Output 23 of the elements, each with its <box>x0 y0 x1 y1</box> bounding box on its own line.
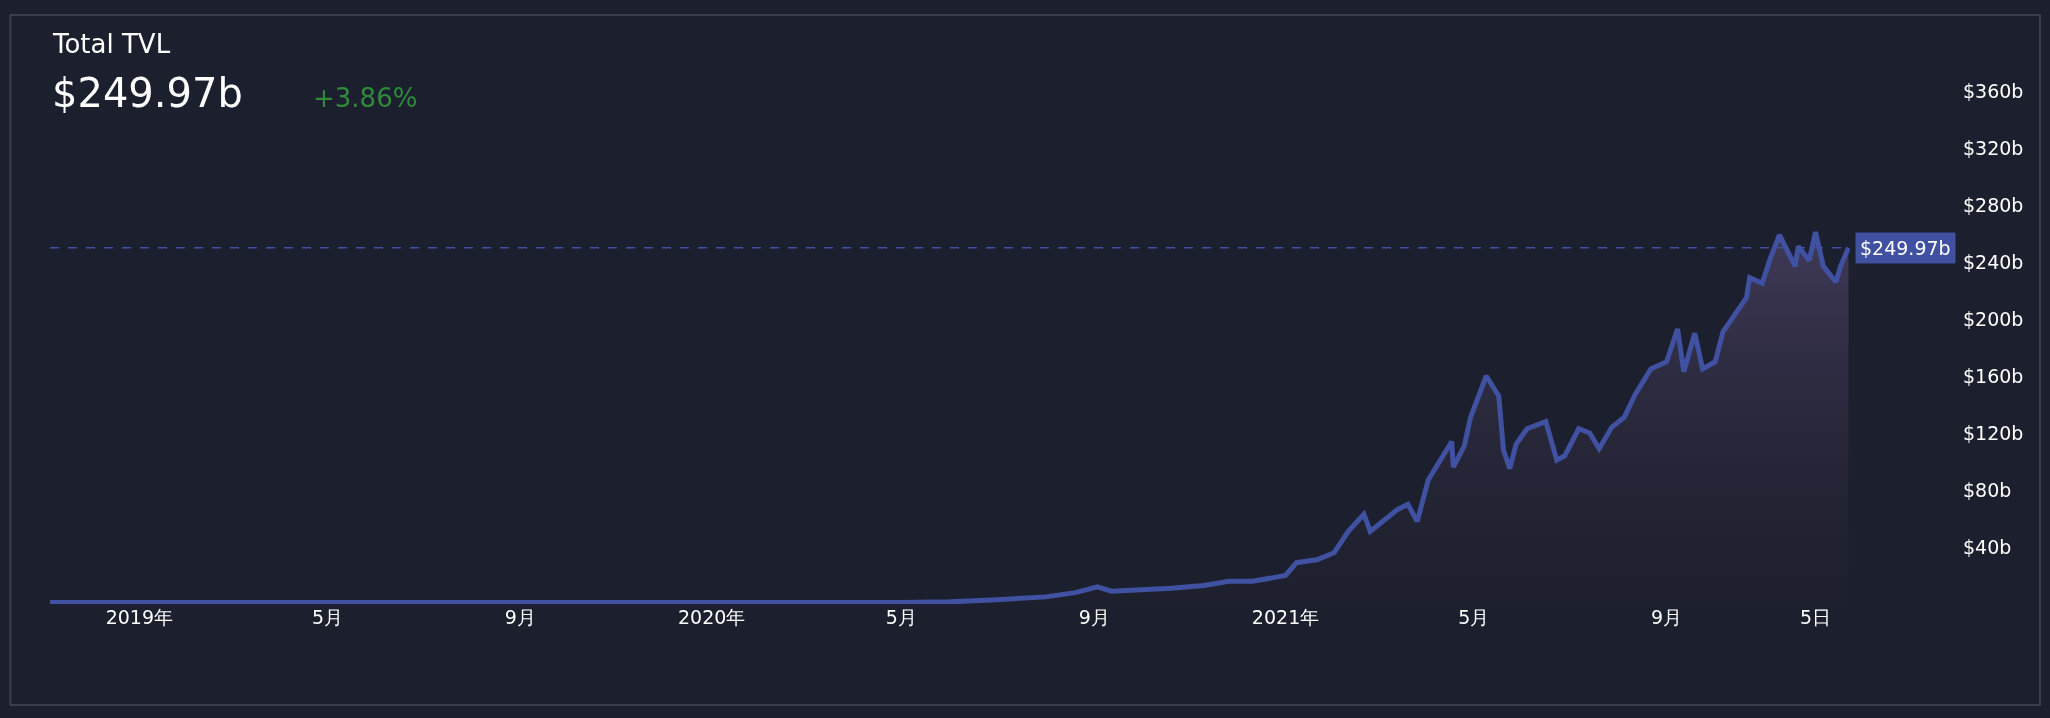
chart-subtitle: $249.97b <box>52 70 243 116</box>
y-tick-label: $240b <box>1963 250 2024 273</box>
chart-title: Total TVL <box>52 29 171 59</box>
x-tick-label: 2019年 <box>105 606 174 628</box>
y-tick-label: $160b <box>1963 364 2024 387</box>
y-tick-label: $80b <box>1963 478 2012 501</box>
y-tick-label: $200b <box>1963 307 2024 330</box>
x-tick-label: 5月 <box>311 606 344 628</box>
annotation: +3.86% <box>313 83 418 113</box>
x-tick-label: 5月 <box>1458 606 1490 628</box>
y-tick-label: $320b <box>1963 136 2024 159</box>
x-tick-label: 2021年 <box>1251 606 1320 628</box>
y-tick-label: $40b <box>1963 535 2012 558</box>
ref-line-label: $249.97b <box>1860 237 1951 259</box>
y-tick-label: $360b <box>1963 79 2024 102</box>
x-tick-label: 2020年 <box>677 606 746 628</box>
x-tick-label: 9月 <box>1078 606 1110 628</box>
x-tick-label: 5月 <box>885 606 917 628</box>
x-tick-label: 5日 <box>1799 606 1832 628</box>
x-tick-label: 9月 <box>504 606 536 628</box>
x-tick-label: 9月 <box>1651 606 1683 628</box>
y-tick-label: $120b <box>1963 421 2024 444</box>
y-tick-label: $280b <box>1963 193 2024 216</box>
